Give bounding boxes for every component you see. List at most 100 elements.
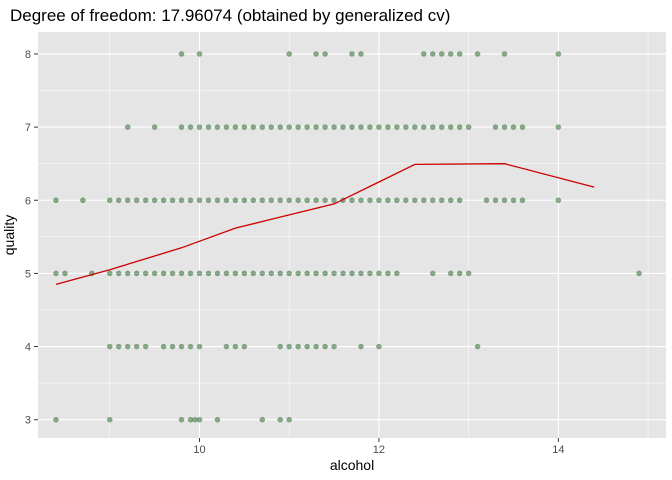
data-point bbox=[385, 124, 391, 130]
data-point bbox=[438, 197, 445, 204]
data-point bbox=[304, 124, 310, 130]
y-tick-label: 8 bbox=[25, 49, 31, 61]
data-point bbox=[456, 270, 463, 277]
data-point bbox=[214, 416, 221, 423]
y-tick-label: 3 bbox=[25, 415, 31, 427]
data-point bbox=[313, 51, 319, 57]
data-point bbox=[429, 197, 436, 204]
data-point bbox=[196, 416, 203, 423]
data-point bbox=[223, 197, 230, 204]
data-point bbox=[349, 197, 355, 204]
data-point bbox=[402, 197, 409, 204]
data-point bbox=[124, 124, 131, 130]
data-point bbox=[250, 124, 257, 130]
data-point bbox=[124, 270, 131, 277]
data-point bbox=[492, 197, 499, 204]
data-point bbox=[447, 124, 454, 130]
data-point bbox=[295, 197, 302, 204]
data-point bbox=[367, 124, 373, 130]
data-point bbox=[501, 124, 508, 130]
data-point bbox=[178, 51, 185, 57]
data-point bbox=[349, 124, 355, 130]
chart-title: Degree of freedom: 17.96074 (obtained by… bbox=[10, 6, 450, 25]
data-point bbox=[160, 343, 167, 350]
data-point bbox=[169, 343, 176, 350]
data-point bbox=[133, 270, 140, 277]
fit-line bbox=[55, 163, 595, 286]
data-point bbox=[519, 197, 526, 204]
data-point bbox=[331, 197, 337, 204]
data-point bbox=[214, 197, 221, 204]
data-point bbox=[259, 197, 266, 204]
data-point bbox=[411, 197, 418, 204]
data-point bbox=[358, 343, 364, 350]
data-point bbox=[124, 343, 131, 350]
data-point bbox=[241, 343, 248, 350]
data-point bbox=[349, 51, 355, 57]
data-point bbox=[465, 270, 472, 277]
data-point bbox=[295, 124, 302, 130]
data-point bbox=[277, 124, 284, 130]
data-point bbox=[214, 124, 221, 130]
data-point bbox=[295, 270, 302, 277]
data-point bbox=[555, 197, 562, 204]
data-point bbox=[133, 343, 140, 350]
data-point bbox=[250, 197, 257, 204]
data-point bbox=[124, 197, 131, 204]
data-point bbox=[420, 197, 427, 204]
data-point bbox=[358, 197, 364, 204]
data-point bbox=[286, 124, 293, 130]
data-point bbox=[402, 124, 409, 130]
data-point bbox=[510, 124, 517, 130]
data-point bbox=[169, 197, 176, 204]
data-point bbox=[241, 270, 248, 277]
data-point bbox=[483, 197, 490, 204]
data-point bbox=[142, 270, 149, 277]
data-point bbox=[232, 270, 239, 277]
data-point bbox=[322, 197, 328, 204]
data-point bbox=[456, 124, 463, 130]
data-point bbox=[106, 270, 113, 277]
x-axis-label: alcohol bbox=[330, 457, 374, 473]
data-point bbox=[178, 416, 185, 423]
data-point bbox=[214, 270, 221, 277]
data-point bbox=[53, 270, 59, 277]
data-point bbox=[376, 343, 382, 350]
data-point bbox=[555, 124, 562, 130]
y-axis-label: quality bbox=[1, 215, 17, 255]
data-point bbox=[196, 51, 203, 57]
data-point bbox=[178, 270, 185, 277]
data-point bbox=[259, 270, 266, 277]
data-point bbox=[241, 124, 248, 130]
data-point bbox=[259, 124, 266, 130]
data-point bbox=[438, 51, 445, 57]
data-point bbox=[322, 51, 328, 57]
data-point bbox=[277, 197, 284, 204]
data-point bbox=[465, 124, 472, 130]
data-point bbox=[385, 270, 391, 277]
data-point bbox=[268, 270, 275, 277]
data-point bbox=[232, 124, 239, 130]
data-point bbox=[286, 51, 293, 57]
data-point bbox=[196, 343, 203, 350]
y-tick-label: 5 bbox=[25, 268, 31, 280]
data-point bbox=[160, 197, 167, 204]
data-point bbox=[268, 124, 275, 130]
data-points bbox=[53, 51, 642, 423]
data-point bbox=[474, 51, 481, 57]
data-point bbox=[268, 197, 275, 204]
data-point bbox=[367, 270, 373, 277]
data-point bbox=[331, 124, 337, 130]
data-point bbox=[160, 270, 167, 277]
data-point bbox=[313, 124, 319, 130]
data-point bbox=[115, 343, 122, 350]
data-point bbox=[178, 124, 185, 130]
data-point bbox=[286, 343, 293, 350]
data-point bbox=[133, 197, 140, 204]
data-point bbox=[394, 197, 400, 204]
data-point bbox=[232, 343, 239, 350]
data-point bbox=[376, 197, 382, 204]
data-point bbox=[187, 124, 194, 130]
data-point bbox=[313, 343, 319, 350]
data-point bbox=[420, 51, 427, 57]
